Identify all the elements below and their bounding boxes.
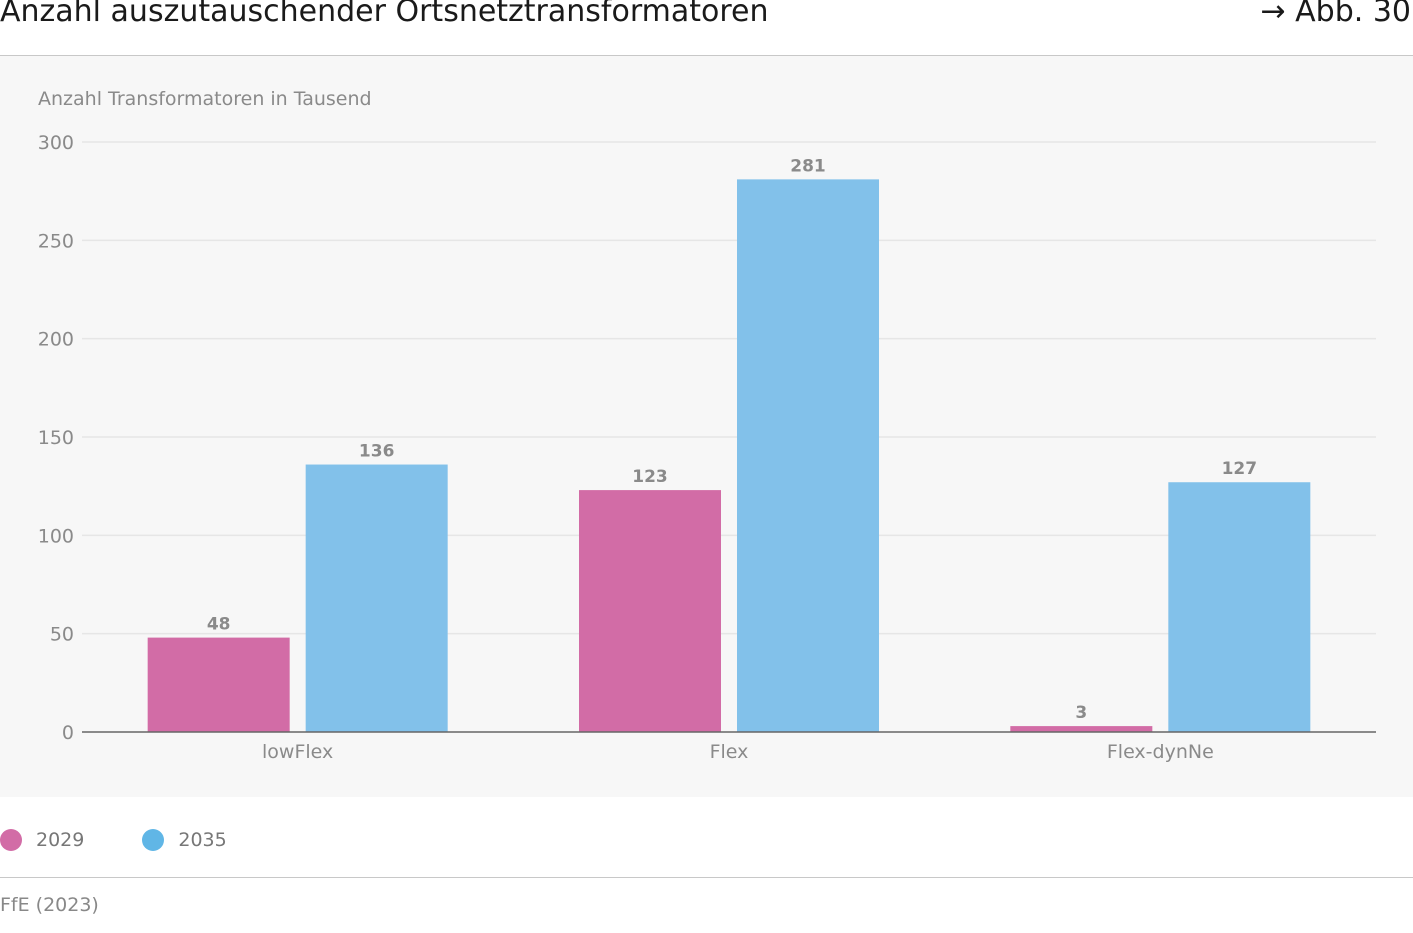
legend-label-2035: 2035 xyxy=(178,829,227,851)
y-tick-label: 100 xyxy=(38,525,74,547)
bar-2035-Flex xyxy=(737,179,879,732)
y-tick-label: 250 xyxy=(38,230,74,252)
x-tick-label: Flex xyxy=(710,741,749,763)
y-tick-label: 200 xyxy=(38,329,74,351)
legend: 2029 2035 xyxy=(0,824,285,856)
data-label: 136 xyxy=(359,442,395,462)
y-tick-label: 0 xyxy=(62,722,74,744)
y-axis-label: Anzahl Transformatoren in Tausend xyxy=(38,88,372,110)
y-tick-label: 300 xyxy=(38,132,74,154)
x-tick-label: lowFlex xyxy=(262,741,333,763)
chart-panel: Anzahl Transformatoren in Tausend 0 50 100 1… xyxy=(0,56,1413,797)
figure-header: Anzahl auszutauschender Ortsnetztransfor… xyxy=(0,0,1413,56)
figure-reference: → Abb. 30 xyxy=(1260,0,1411,29)
data-label: 281 xyxy=(790,156,826,176)
data-label: 3 xyxy=(1075,703,1087,723)
source-note: FfE (2023) xyxy=(0,894,99,916)
legend-swatch-2029 xyxy=(0,829,22,851)
y-tick-label: 50 xyxy=(50,624,74,646)
chart-title: Anzahl auszutauschender Ortsnetztransfor… xyxy=(0,0,769,29)
legend-label-2029: 2029 xyxy=(36,829,85,851)
bar-2029-Flex xyxy=(579,490,721,732)
bar-2035-Flex-dynNe xyxy=(1168,482,1311,732)
data-label: 48 xyxy=(207,615,231,635)
bar-2029-Flex-dynNe xyxy=(1010,726,1153,732)
y-tick-label: 150 xyxy=(38,427,74,449)
bar-chart: Anzahl Transformatoren in Tausend 0 50 100 1… xyxy=(38,88,1376,763)
x-tick-label: Flex-dynNe xyxy=(1107,741,1214,763)
bar-2035-lowFlex xyxy=(305,464,448,732)
legend-item-2029: 2029 xyxy=(0,829,84,851)
bar-2029-lowFlex xyxy=(147,637,290,732)
legend-item-2035: 2035 xyxy=(142,829,227,851)
figure-footer: FfE (2023) xyxy=(0,877,1413,933)
data-label: 123 xyxy=(632,467,668,487)
data-label: 127 xyxy=(1222,459,1258,479)
legend-swatch-2035 xyxy=(142,829,165,851)
